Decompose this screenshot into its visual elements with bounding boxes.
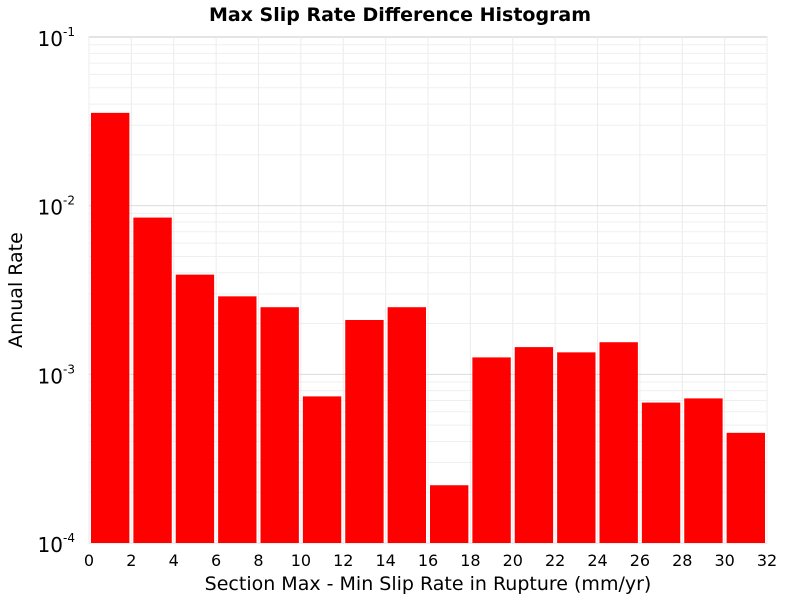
x-axis-title: Section Max - Min Slip Rate in Rupture (… (205, 573, 652, 595)
x-tick-label: 20 (503, 551, 523, 570)
y-tick-exponent: -4 (63, 531, 75, 545)
bar (260, 307, 299, 543)
y-tick-exponent: -3 (63, 362, 75, 376)
y-tick-label: 10 (38, 533, 63, 557)
bar (430, 485, 469, 543)
x-tick-label: 22 (545, 551, 565, 570)
x-tick-label: 12 (333, 551, 353, 570)
bar (684, 398, 723, 543)
x-tick-label: 8 (253, 551, 263, 570)
x-tick-label: 0 (84, 551, 94, 570)
x-tick-label: 2 (126, 551, 136, 570)
x-tick-label: 28 (672, 551, 692, 570)
bar (557, 352, 596, 543)
y-tick-label: 10 (38, 364, 63, 388)
x-tick-label: 4 (169, 551, 179, 570)
bar (641, 402, 681, 543)
bar (175, 274, 215, 543)
x-tick-label: 6 (211, 551, 221, 570)
x-tick-label: 26 (630, 551, 650, 570)
y-axis-title: Annual Rate (5, 232, 27, 348)
bar (599, 342, 638, 543)
bar (91, 112, 130, 543)
bar (726, 432, 765, 543)
bar (472, 357, 511, 543)
y-tick-exponent: -2 (63, 194, 75, 208)
x-tick-label: 10 (291, 551, 311, 570)
bar (345, 319, 384, 543)
bar (218, 296, 257, 543)
x-tick-label: 30 (714, 551, 734, 570)
x-tick-label: 24 (587, 551, 607, 570)
x-tick-label: 14 (375, 551, 395, 570)
chart-title: Max Slip Rate Difference Histogram (209, 4, 591, 26)
bars (91, 112, 765, 543)
bar (387, 307, 426, 543)
bar (133, 217, 172, 543)
x-tick-labels: 0 2 4 6 8 10 12 14 16 18 20 22 24 26 28 30 32 (84, 551, 777, 570)
y-tick-label: 10 (38, 196, 63, 220)
x-tick-label: 18 (460, 551, 480, 570)
x-tick-label: 16 (418, 551, 438, 570)
y-tick-exponent: -1 (63, 25, 75, 39)
y-tick-label: 10 (38, 27, 63, 51)
bar (302, 396, 342, 543)
y-tick-labels: 10-410-310-210-1 (38, 25, 75, 557)
x-tick-label: 32 (757, 551, 777, 570)
bar (514, 347, 554, 543)
